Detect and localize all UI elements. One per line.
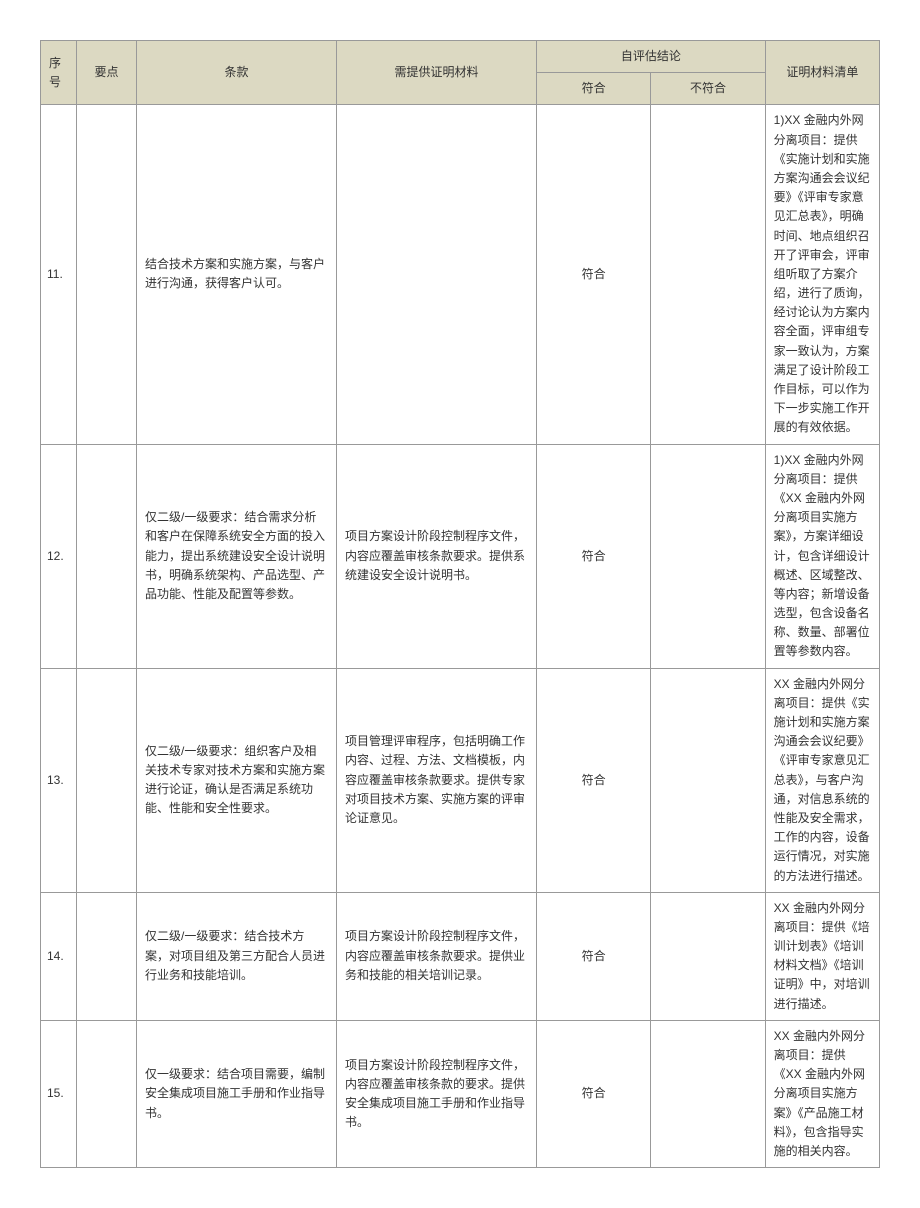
table-row: 12. 仅二级/一级要求：结合需求分析和客户在保障系统安全方面的投入能力，提出系统… xyxy=(41,444,880,668)
cell-material: 项目管理评审程序，包括明确工作内容、过程、方法、文档模板，内容应覆盖审核条款要求… xyxy=(337,668,537,892)
cell-material: 项目方案设计阶段控制程序文件，内容应覆盖审核条款要求。提供业务和技能的相关培训记… xyxy=(337,892,537,1020)
cell-result-yes: 符合 xyxy=(537,668,651,892)
cell-result-no xyxy=(651,105,765,444)
table-row: 13. 仅二级/一级要求：组织客户及相关技术专家对技术方案和实施方案进行论证，确认… xyxy=(41,668,880,892)
cell-num: 12. xyxy=(41,444,77,668)
cell-material: 项目方案设计阶段控制程序文件，内容应覆盖审核条款要求。提供系统建设安全设计说明书… xyxy=(337,444,537,668)
cell-result-yes: 符合 xyxy=(537,444,651,668)
table-row: 11. 结合技术方案和实施方案，与客户进行沟通，获得客户认可。符合 1)XX 金融内… xyxy=(41,105,880,444)
cell-num: 11. xyxy=(41,105,77,444)
cell-point xyxy=(77,892,137,1020)
header-list: 证明材料清单 xyxy=(765,41,879,105)
cell-clause: 结合技术方案和实施方案，与客户进行沟通，获得客户认可。 xyxy=(137,105,337,444)
cell-list: 1)XX 金融内外网分离项目：提供《实施计划和实施方案沟通会会议纪要》《评审专家… xyxy=(765,105,879,444)
cell-clause: 仅二级/一级要求：结合技术方案，对项目组及第三方配合人员进行业务和技能培训。 xyxy=(137,892,337,1020)
evaluation-table: 序号 要点 条款 需提供证明材料 自评估结论 证明材料清单 符合 不符合 11.… xyxy=(40,40,880,1168)
cell-result-no xyxy=(651,1020,765,1167)
cell-point xyxy=(77,1020,137,1167)
cell-material: 项目方案设计阶段控制程序文件，内容应覆盖审核条款的要求。提供安全集成项目施工手册… xyxy=(337,1020,537,1167)
header-material: 需提供证明材料 xyxy=(337,41,537,105)
table-body: 11.结合技术方案和实施方案，与客户进行沟通，获得客户认可。符合1)XX 金融内… xyxy=(41,105,880,1168)
header-num: 序号 xyxy=(41,41,77,105)
cell-result-yes: 符合 xyxy=(537,105,651,444)
cell-point xyxy=(77,444,137,668)
cell-list: 1)XX 金融内外网分离项目：提供《XX 金融内外网分离项目实施方案》，方案详细… xyxy=(765,444,879,668)
cell-result-no xyxy=(651,668,765,892)
cell-num: 14. xyxy=(41,892,77,1020)
table-header: 序号 要点 条款 需提供证明材料 自评估结论 证明材料清单 符合 不符合 xyxy=(41,41,880,105)
cell-result-no xyxy=(651,444,765,668)
table-row: 14. 仅二级/一级要求：结合技术方案，对项目组及第三方配合人员进行业务和技能培训… xyxy=(41,892,880,1020)
table-row: 15. 仅一级要求：结合项目需要，编制安全集成项目施工手册和作业指导书。项目方案设… xyxy=(41,1020,880,1167)
cell-point xyxy=(77,105,137,444)
cell-list: XX 金融内外网分离项目：提供《XX 金融内外网分离项目实施方案》《产品施工材料… xyxy=(765,1020,879,1167)
cell-list: XX 金融内外网分离项目：提供《培训计划表》《培训材料文档》《培训证明》中，对培… xyxy=(765,892,879,1020)
header-point: 要点 xyxy=(77,41,137,105)
header-clause: 条款 xyxy=(137,41,337,105)
cell-num: 15. xyxy=(41,1020,77,1167)
cell-result-yes: 符合 xyxy=(537,892,651,1020)
cell-result-no xyxy=(651,892,765,1020)
header-result-yes: 符合 xyxy=(537,73,651,105)
cell-num: 13. xyxy=(41,668,77,892)
cell-clause: 仅一级要求：结合项目需要，编制安全集成项目施工手册和作业指导书。 xyxy=(137,1020,337,1167)
header-result-no: 不符合 xyxy=(651,73,765,105)
cell-clause: 仅二级/一级要求：结合需求分析和客户在保障系统安全方面的投入能力，提出系统建设安… xyxy=(137,444,337,668)
cell-list: XX 金融内外网分离项目：提供《实施计划和实施方案沟通会会议纪要》《评审专家意见… xyxy=(765,668,879,892)
header-result-group: 自评估结论 xyxy=(537,41,766,73)
cell-result-yes: 符合 xyxy=(537,1020,651,1167)
cell-material xyxy=(337,105,537,444)
cell-clause: 仅二级/一级要求：组织客户及相关技术专家对技术方案和实施方案进行论证，确认是否满… xyxy=(137,668,337,892)
cell-point xyxy=(77,668,137,892)
